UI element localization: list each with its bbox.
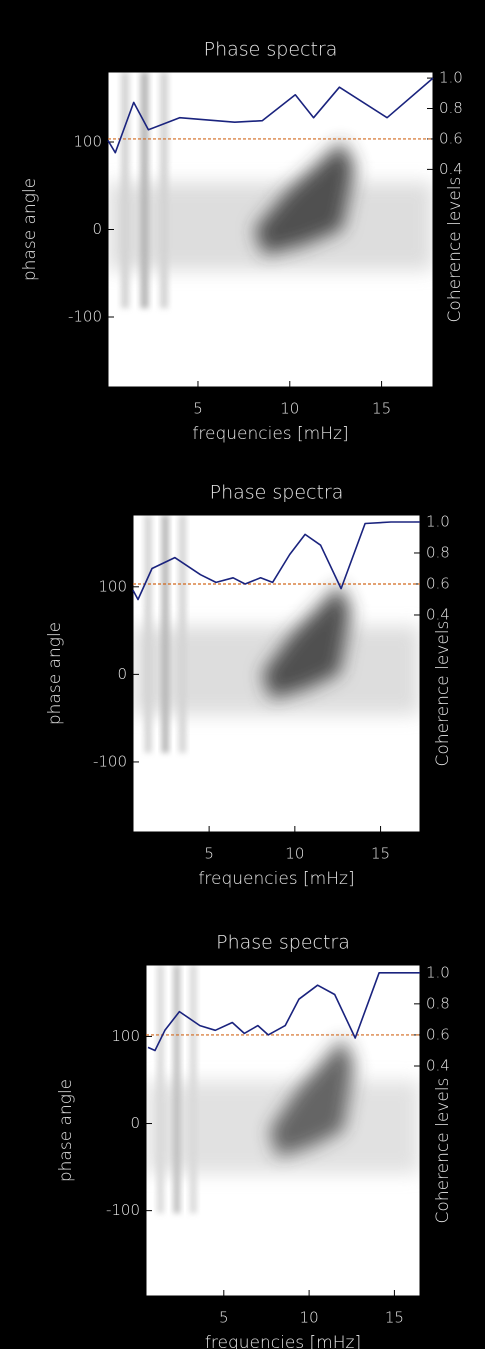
- y2-tick-label: 0.6: [426, 574, 450, 592]
- coherence-line: [147, 971, 420, 1052]
- y2-tick-label: 0.4: [439, 160, 463, 178]
- coherence-line: [132, 521, 420, 601]
- y2-axis-label: Coherence levels: [445, 177, 465, 323]
- density-image: [146, 965, 420, 1214]
- y-tick-label: 0: [130, 1114, 140, 1132]
- chart-title: Phase spectra: [204, 39, 338, 61]
- x-tick-label: 5: [219, 1309, 229, 1327]
- chart-title: Phase spectra: [210, 482, 344, 504]
- y-tick-label: -100: [93, 752, 127, 770]
- y-tick-label: -100: [106, 1201, 140, 1219]
- y2-tick-label: 0.8: [439, 99, 463, 117]
- y-tick-label: -100: [68, 308, 102, 326]
- y-axis-label: phase angle: [20, 178, 40, 281]
- y2-tick-label: 0.6: [426, 1025, 450, 1043]
- x-axis-label: frequencies [mHz]: [205, 1333, 361, 1349]
- y2-tick-label: 1.0: [426, 963, 450, 981]
- y2-axis-label: Coherence levels: [433, 621, 453, 767]
- stripe: [140, 72, 149, 309]
- frame: [145, 964, 421, 1297]
- y2-tick-label: 0.4: [426, 605, 450, 623]
- density-image: [108, 72, 433, 309]
- y2-tick-label: 0.4: [426, 1057, 450, 1075]
- y2-tick-label: 1.0: [426, 512, 450, 530]
- x-tick-label: 15: [385, 1309, 404, 1327]
- stripe: [189, 965, 197, 1214]
- y2-tick-label: 0.8: [426, 543, 450, 561]
- x-tick-label: 5: [193, 400, 203, 418]
- x-axis-label: frequencies [mHz]: [192, 424, 348, 444]
- stripe: [173, 965, 181, 1214]
- panel: Phase spectra frequencies [mHz] phase angl…: [45, 482, 453, 890]
- x-tick-label: 10: [280, 400, 299, 418]
- x-tick-label: 10: [300, 1309, 319, 1327]
- x-tick-label: 5: [204, 845, 214, 863]
- y2-axis-label: Coherence levels: [433, 1078, 453, 1224]
- stripe: [121, 72, 130, 309]
- density-image: [133, 515, 420, 753]
- panel: Phase spectra frequencies [mHz] phase angl…: [56, 932, 453, 1349]
- stripe: [156, 965, 164, 1214]
- x-tick-label: 15: [372, 400, 391, 418]
- y2-tick-label: 0.8: [426, 994, 450, 1012]
- coherence-line: [107, 77, 434, 154]
- stripe: [161, 515, 169, 753]
- x-tick-label: 15: [371, 845, 390, 863]
- stripe: [160, 72, 169, 309]
- y-tick-label: 0: [117, 665, 127, 683]
- frame: [132, 514, 421, 833]
- stripe: [178, 515, 187, 753]
- y2-tick-label: 1.0: [439, 69, 463, 87]
- x-tick-label: 10: [285, 845, 304, 863]
- stripe: [144, 515, 152, 753]
- y-tick-label: 100: [73, 133, 102, 151]
- y-tick-label: 100: [98, 577, 127, 595]
- y-tick-label: 0: [92, 220, 102, 238]
- chart-title: Phase spectra: [216, 932, 350, 954]
- y-tick-label: 100: [111, 1027, 140, 1045]
- x-axis-label: frequencies [mHz]: [198, 869, 354, 889]
- panel: Phase spectra frequencies [mHz] phase angl…: [20, 39, 465, 445]
- y-axis-label: phase angle: [56, 1079, 76, 1182]
- y2-tick-label: 0.6: [439, 129, 463, 147]
- y-axis-label: phase angle: [45, 622, 65, 725]
